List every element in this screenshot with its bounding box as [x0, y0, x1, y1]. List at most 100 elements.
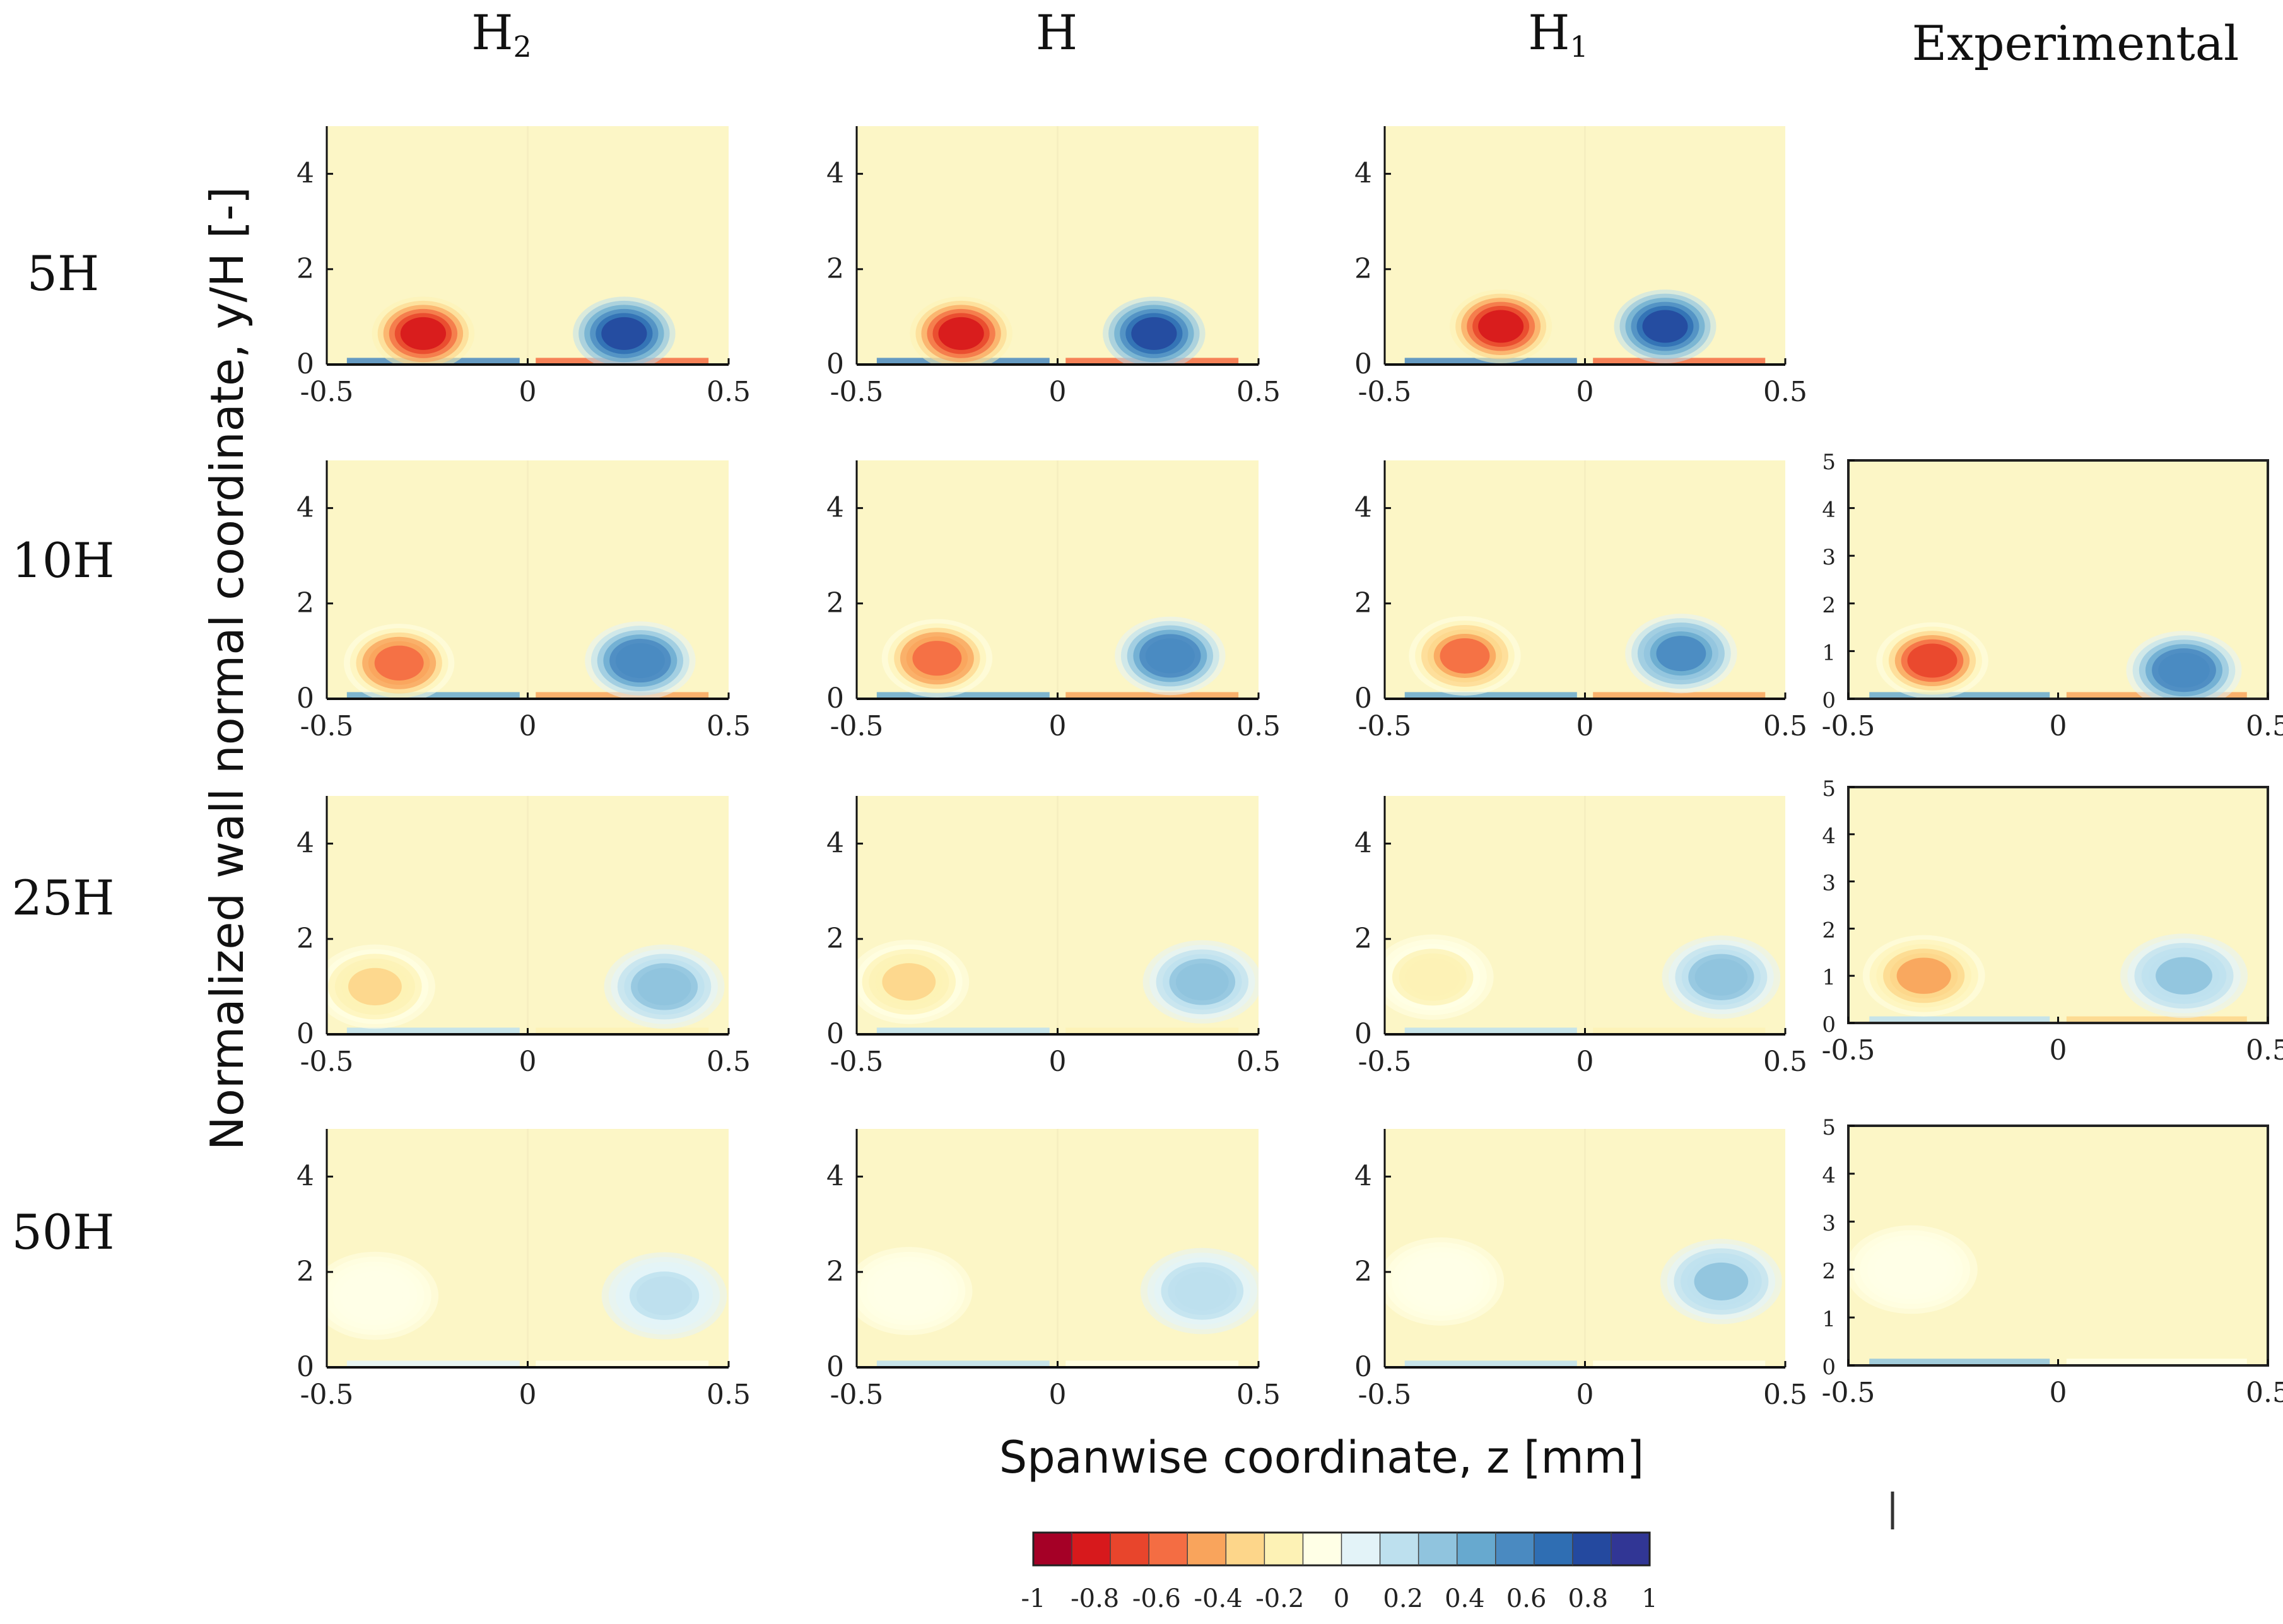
x-tick-label: 0 — [1049, 1379, 1067, 1411]
panel-field — [1404, 126, 1766, 365]
y-tick-label: 2 — [1822, 593, 1836, 618]
wall-layer-left — [1869, 1358, 2050, 1365]
y-tick-label: 4 — [826, 827, 844, 860]
panel-field — [327, 1129, 727, 1367]
y-tick-label: 1 — [1822, 965, 1836, 990]
x-tick-label: 0.5 — [2246, 1034, 2283, 1066]
y-tick-label: 4 — [1354, 1160, 1372, 1193]
colorbar-swatch — [1264, 1533, 1303, 1565]
x-tick-label: 0.5 — [2246, 710, 2283, 742]
x-tick-label: -0.5 — [1358, 1379, 1412, 1411]
y-tick-label: 0 — [296, 1018, 314, 1050]
x-tick-label: -0.5 — [1822, 710, 1875, 742]
x-tick-label: 0.5 — [707, 1379, 751, 1411]
y-tick-label: 2 — [1822, 918, 1836, 943]
wall-layer-left — [1404, 692, 1577, 699]
y-tick-label: 3 — [1822, 871, 1836, 896]
vortex-positive — [1625, 614, 1737, 694]
colorbar: -1 -0.8 -0.6 -0.4 -0.2 0 0.2 0.4 0.6 0.8 1 — [1021, 1531, 1658, 1613]
vortex-positive — [1103, 296, 1206, 365]
vortex-contour — [1694, 1262, 1749, 1300]
colorbar-swatch — [1226, 1533, 1265, 1565]
vortex-contour — [1656, 636, 1706, 672]
y-tick-label: 4 — [1822, 824, 1836, 849]
colorbar-tick-label: 0 — [1334, 1584, 1349, 1613]
y-tick-label: 4 — [826, 158, 844, 190]
wall-layer-left — [876, 1360, 1050, 1367]
vortex-contour — [1478, 310, 1524, 343]
x-tick-label: 0 — [1049, 376, 1067, 408]
x-tick-label: 0 — [519, 376, 537, 408]
colorbar-tick-label: -0.6 — [1132, 1584, 1181, 1613]
colorbar-swatch — [1110, 1533, 1149, 1565]
x-tick-label: -0.5 — [1822, 1034, 1875, 1066]
column-header-h2: H2 — [471, 4, 532, 64]
column-header-h-base: H — [1036, 4, 1077, 61]
x-tick-label: -0.5 — [1822, 1377, 1875, 1409]
colorbar-swatch — [1457, 1533, 1496, 1565]
vortex-negative — [1450, 289, 1552, 363]
y-tick-label: 0 — [826, 682, 844, 715]
y-tick-label: 4 — [1354, 492, 1372, 524]
y-tick-label: 2 — [1354, 587, 1372, 619]
vortex-contour — [1406, 958, 1460, 996]
wall-layer-right — [2066, 1016, 2247, 1023]
vortex-positive — [573, 296, 676, 365]
y-tick-label: 0 — [296, 1351, 314, 1383]
panel-field — [857, 796, 1259, 1034]
wall-layer-right — [1065, 1360, 1239, 1367]
panel-field — [1869, 622, 2247, 699]
x-tick-label: 0.5 — [1236, 710, 1281, 742]
x-tick-label: 0 — [1576, 1046, 1594, 1078]
colorbar-tick-label: 0.4 — [1445, 1584, 1485, 1613]
x-tick-label: -0.5 — [830, 376, 884, 408]
x-tick-label: 0.5 — [707, 1046, 751, 1078]
row-label-50h: 50H — [12, 1204, 115, 1260]
vortex-negative — [910, 296, 1012, 365]
x-tick-label: -0.5 — [1358, 376, 1412, 408]
x-tick-label: 0.5 — [1236, 1046, 1281, 1078]
vortex-contour — [1440, 638, 1490, 674]
y-tick-label: 4 — [296, 158, 314, 190]
y-tick-label: 2 — [826, 587, 844, 619]
y-tick-label: 4 — [296, 827, 314, 860]
colorbar-swatch — [1187, 1533, 1226, 1565]
y-tick-label: 5 — [1822, 776, 1836, 802]
vortex-positive — [1140, 1247, 1259, 1335]
y-tick-label: 4 — [296, 492, 314, 524]
vortex-contour — [1907, 643, 1957, 678]
y-tick-label: 2 — [296, 923, 314, 955]
colorbar-swatch — [1303, 1533, 1342, 1565]
vortex-negative — [1848, 1225, 1978, 1314]
vortex-positive — [1662, 935, 1781, 1019]
wall-layer-left — [346, 1360, 520, 1367]
x-tick-label: 0 — [2050, 1377, 2067, 1409]
x-tick-label: 0.5 — [707, 376, 751, 408]
x-tick-label: 0.5 — [1763, 1046, 1807, 1078]
x-tick-label: -0.5 — [300, 710, 354, 742]
y-tick-label: 0 — [1354, 1351, 1372, 1383]
colorbar-swatch — [1033, 1533, 1072, 1565]
x-tick-label: 0 — [1576, 1379, 1594, 1411]
y-axis-label: Normalized wall normal coordinate, y/H [… — [201, 187, 254, 1150]
x-tick-label: 0 — [519, 1046, 537, 1078]
vortex-contour — [2158, 652, 2210, 688]
vortex-contour — [636, 1276, 693, 1316]
y-tick-label: 4 — [826, 492, 844, 524]
panel-field — [1848, 1225, 2247, 1365]
y-tick-label: 2 — [1354, 1256, 1372, 1288]
panel-field — [1862, 933, 2248, 1023]
y-tick-label: 0 — [296, 682, 314, 715]
